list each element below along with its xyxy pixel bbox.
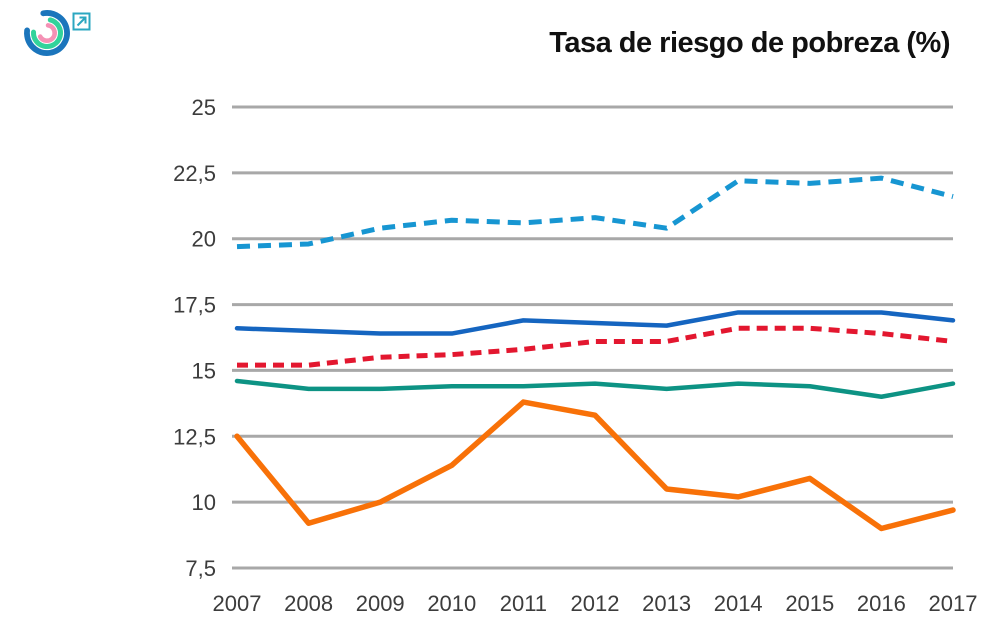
line-series-red-dashed [237, 325, 954, 368]
y-axis-tick-label: 22,5 [173, 161, 216, 186]
x-axis-tick-label: 2014 [714, 591, 763, 616]
x-axis-tick-label: 2017 [929, 591, 978, 616]
x-axis-tick-label: 2010 [427, 591, 476, 616]
x-axis-tick-label: 2015 [785, 591, 834, 616]
x-axis-tick-label: 2011 [500, 591, 547, 616]
y-axis-tick-label: 25 [192, 95, 216, 120]
external-link-icon[interactable] [72, 12, 91, 31]
y-axis-tick-label: 15 [192, 358, 216, 383]
x-axis-tick-label: 2016 [857, 591, 906, 616]
y-axis-tick-label: 17,5 [173, 293, 216, 318]
line-series-dark-blue-solid [234, 310, 956, 336]
y-axis-tick-label: 10 [192, 490, 216, 515]
x-axis-tick-label: 2013 [642, 591, 691, 616]
logo-inner-arc [36, 22, 58, 44]
x-axis-tick-label: 2012 [571, 591, 620, 616]
site-logo[interactable] [20, 6, 74, 60]
line-series-light-blue-dashed [236, 175, 954, 250]
line-series-orange-solid [234, 399, 956, 532]
x-axis-tick-label: 2007 [213, 591, 262, 616]
logo-outer-arc [24, 10, 70, 56]
y-axis-tick-label: 20 [192, 227, 216, 252]
logo-middle-arc [30, 16, 64, 50]
line-series-teal-solid [234, 378, 956, 400]
x-axis-tick-label: 2008 [284, 591, 333, 616]
y-axis-tick-label: 12,5 [173, 424, 216, 449]
y-axis-tick-label: 7,5 [185, 556, 216, 581]
x-axis-tick-label: 2009 [356, 591, 405, 616]
chart-title: Tasa de riesgo de pobreza (%) [549, 27, 950, 59]
